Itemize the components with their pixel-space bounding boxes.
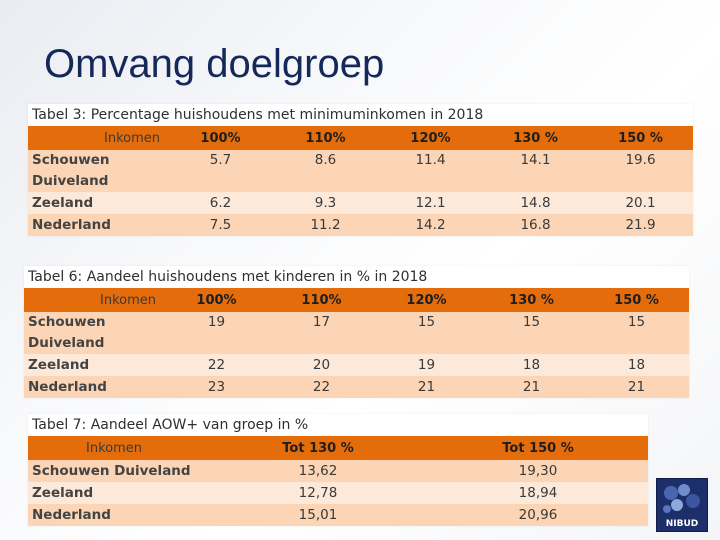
cell: 19,30 [428,460,648,482]
cell: 7.5 [168,214,273,236]
table-row: Nederland 7.5 11.2 14.2 16.8 21.9 [28,214,693,236]
table-7-caption: Tabel 7: Aandeel AOW+ van groep in % [32,417,309,433]
table-row: Zeeland 12,78 18,94 [28,482,648,504]
cell: 20 [269,354,374,376]
table-6-grid: Inkomen 100% 110% 120% 130 % 150 % Schou… [24,288,689,398]
row-label: Zeeland [28,192,168,214]
cell: 19 [374,354,479,376]
logo-text: NIBUD [665,519,699,529]
cell: 6.2 [168,192,273,214]
row-label: Schouwen Duiveland [28,150,168,192]
row-label: Schouwen Duiveland [24,312,164,354]
row-label-line2: Duiveland [28,335,105,351]
cell: 19.6 [588,150,693,192]
header-150: 150 % [584,288,689,312]
cell: 22 [164,354,269,376]
cell: 21 [374,376,479,398]
table-6: Tabel 6: Aandeel huishoudens met kindere… [24,266,689,398]
cell: 20.1 [588,192,693,214]
nibud-logo: NIBUD [656,478,708,532]
table-7-grid: Inkomen Tot 130 % Tot 150 % Schouwen Dui… [28,436,648,526]
cell: 14.1 [483,150,588,192]
cell: 16.8 [483,214,588,236]
header-tot-150: Tot 150 % [428,436,648,460]
header-inkomen: Inkomen [24,288,164,312]
cell: 23 [164,376,269,398]
header-120: 120% [378,126,483,150]
cell: 22 [269,376,374,398]
table-7: Tabel 7: Aandeel AOW+ van groep in % Ink… [28,414,648,526]
cell: 14.2 [378,214,483,236]
row-label-line1: Schouwen [28,314,106,330]
header-inkomen: Inkomen [28,126,168,150]
page-title: Omvang doelgroep [44,42,385,86]
cell: 12,78 [208,482,428,504]
table-row: Nederland 15,01 20,96 [28,504,648,526]
cell: 15,01 [208,504,428,526]
table-row: Schouwen Duiveland 5.7 8.6 11.4 14.1 19.… [28,150,693,192]
cell: 8.6 [273,150,378,192]
header-130: 130 % [479,288,584,312]
cell: 15 [479,312,584,354]
cell: 18 [479,354,584,376]
table-3-caption: Tabel 3: Percentage huishoudens met mini… [32,107,484,123]
table-6-caption: Tabel 6: Aandeel huishoudens met kindere… [28,269,428,285]
cell: 15 [584,312,689,354]
cell: 21 [584,376,689,398]
cell: 20,96 [428,504,648,526]
table-row: Zeeland 6.2 9.3 12.1 14.8 20.1 [28,192,693,214]
table-3-header-row: Inkomen 100% 110% 120% 130 % 150 % [28,126,693,150]
row-label-line2: Duiveland [32,173,109,189]
header-110: 110% [273,126,378,150]
header-100: 100% [164,288,269,312]
table-7-header-row: Inkomen Tot 130 % Tot 150 % [28,436,648,460]
cell: 11.2 [273,214,378,236]
cell: 18 [584,354,689,376]
table-3: Tabel 3: Percentage huishoudens met mini… [28,104,693,236]
cell: 21.9 [588,214,693,236]
header-inkomen: Inkomen [28,436,208,460]
row-label: Schouwen Duiveland [28,460,208,482]
row-label: Zeeland [28,482,208,504]
cell: 9.3 [273,192,378,214]
cell: 14.8 [483,192,588,214]
table-row: Schouwen Duiveland 13,62 19,30 [28,460,648,482]
table-row: Nederland 23 22 21 21 21 [24,376,689,398]
header-tot-130: Tot 130 % [208,436,428,460]
cell: 12.1 [378,192,483,214]
cell: 5.7 [168,150,273,192]
cell: 19 [164,312,269,354]
cell: 15 [374,312,479,354]
cell: 11.4 [378,150,483,192]
header-150: 150 % [588,126,693,150]
logo-graphic-icon [663,484,700,513]
row-label-line1: Schouwen [32,152,110,168]
row-label: Zeeland [24,354,164,376]
table-3-grid: Inkomen 100% 110% 120% 130 % 150 % Schou… [28,126,693,236]
cell: 17 [269,312,374,354]
table-row: Schouwen Duiveland 19 17 15 15 15 [24,312,689,354]
table-6-header-row: Inkomen 100% 110% 120% 130 % 150 % [24,288,689,312]
header-120: 120% [374,288,479,312]
cell: 13,62 [208,460,428,482]
row-label: Nederland [28,504,208,526]
header-100: 100% [168,126,273,150]
cell: 21 [479,376,584,398]
table-row: Zeeland 22 20 19 18 18 [24,354,689,376]
header-110: 110% [269,288,374,312]
header-130: 130 % [483,126,588,150]
cell: 18,94 [428,482,648,504]
row-label: Nederland [28,214,168,236]
row-label: Nederland [24,376,164,398]
